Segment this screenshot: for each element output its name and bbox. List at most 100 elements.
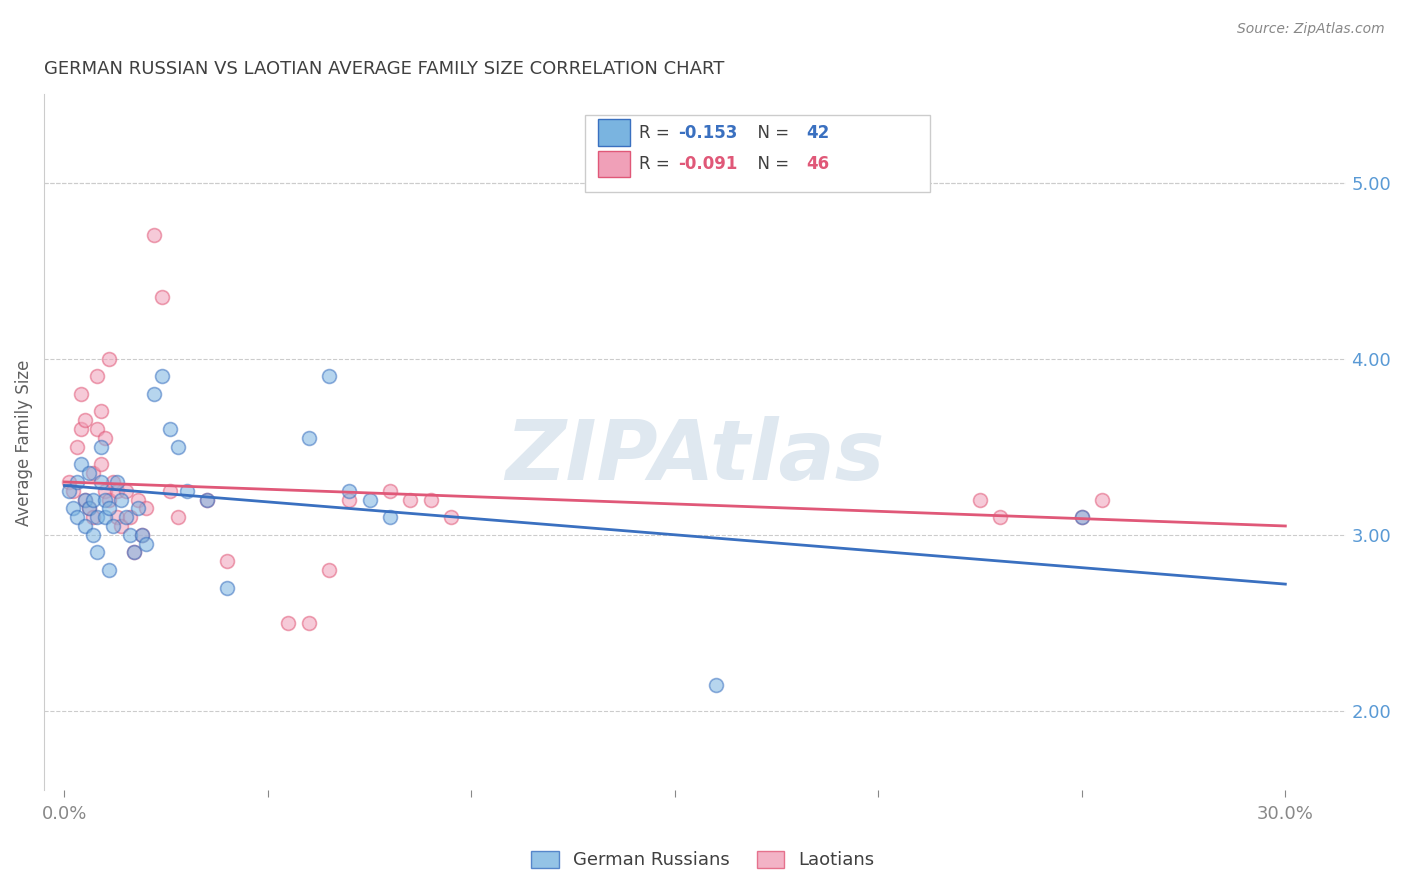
Point	[143, 387, 166, 401]
Point	[90, 404, 112, 418]
Text: -0.091: -0.091	[678, 155, 738, 173]
Point	[98, 563, 121, 577]
Point	[90, 475, 112, 489]
Point	[94, 483, 117, 498]
Point	[419, 492, 441, 507]
Point	[82, 492, 104, 507]
Point	[135, 501, 157, 516]
Point	[82, 466, 104, 480]
Point	[66, 510, 89, 524]
Text: -0.153: -0.153	[678, 124, 738, 142]
Point	[73, 492, 96, 507]
Point	[114, 510, 136, 524]
Point	[86, 545, 108, 559]
Point	[86, 422, 108, 436]
Point	[131, 528, 153, 542]
Point	[159, 422, 181, 436]
Point	[98, 351, 121, 366]
Point	[105, 510, 128, 524]
Point	[159, 483, 181, 498]
Point	[1070, 510, 1092, 524]
Point	[969, 492, 991, 507]
FancyBboxPatch shape	[585, 115, 929, 192]
Point	[110, 492, 132, 507]
Point	[122, 545, 145, 559]
Point	[217, 581, 239, 595]
Point	[337, 492, 360, 507]
Point	[150, 290, 173, 304]
Point	[118, 528, 141, 542]
Point	[195, 492, 218, 507]
Point	[399, 492, 422, 507]
Point	[77, 466, 100, 480]
Point	[704, 677, 727, 691]
Point	[105, 483, 128, 498]
Point	[298, 431, 321, 445]
Point	[217, 554, 239, 568]
Point	[103, 519, 125, 533]
Point	[105, 475, 128, 489]
Point	[94, 492, 117, 507]
Point	[66, 475, 89, 489]
Point	[990, 510, 1012, 524]
Point	[90, 458, 112, 472]
Point	[277, 615, 299, 630]
Point	[135, 536, 157, 550]
Point	[127, 501, 149, 516]
Point	[440, 510, 463, 524]
Text: 42: 42	[806, 124, 830, 142]
Text: R =: R =	[640, 124, 675, 142]
Text: 46: 46	[806, 155, 830, 173]
Point	[69, 387, 91, 401]
Point	[167, 440, 190, 454]
Point	[143, 228, 166, 243]
Point	[94, 431, 117, 445]
Text: N =: N =	[748, 124, 794, 142]
Point	[378, 510, 401, 524]
Point	[69, 458, 91, 472]
Point	[62, 501, 84, 516]
Point	[103, 475, 125, 489]
Point	[98, 492, 121, 507]
Point	[86, 369, 108, 384]
Point	[90, 440, 112, 454]
Point	[77, 501, 100, 516]
Point	[298, 615, 321, 630]
Text: Source: ZipAtlas.com: Source: ZipAtlas.com	[1237, 22, 1385, 37]
Text: N =: N =	[748, 155, 794, 173]
Point	[73, 413, 96, 427]
Text: R =: R =	[640, 155, 675, 173]
Point	[62, 483, 84, 498]
Point	[94, 510, 117, 524]
Point	[318, 369, 340, 384]
Point	[66, 440, 89, 454]
Point	[73, 519, 96, 533]
Text: ZIPAtlas: ZIPAtlas	[506, 416, 884, 497]
Point	[77, 501, 100, 516]
Legend: German Russians, Laotians: German Russians, Laotians	[523, 842, 883, 879]
Point	[118, 510, 141, 524]
Point	[58, 475, 80, 489]
Point	[58, 483, 80, 498]
Point	[150, 369, 173, 384]
Point	[378, 483, 401, 498]
Point	[176, 483, 198, 498]
Point	[122, 545, 145, 559]
Point	[359, 492, 381, 507]
Point	[1091, 492, 1114, 507]
Point	[114, 483, 136, 498]
Point	[318, 563, 340, 577]
Point	[82, 528, 104, 542]
FancyBboxPatch shape	[598, 120, 630, 146]
Point	[86, 510, 108, 524]
Point	[167, 510, 190, 524]
Point	[69, 422, 91, 436]
FancyBboxPatch shape	[598, 151, 630, 178]
Point	[1070, 510, 1092, 524]
Point	[127, 492, 149, 507]
Point	[73, 492, 96, 507]
Point	[131, 528, 153, 542]
Point	[110, 519, 132, 533]
Point	[82, 510, 104, 524]
Point	[98, 501, 121, 516]
